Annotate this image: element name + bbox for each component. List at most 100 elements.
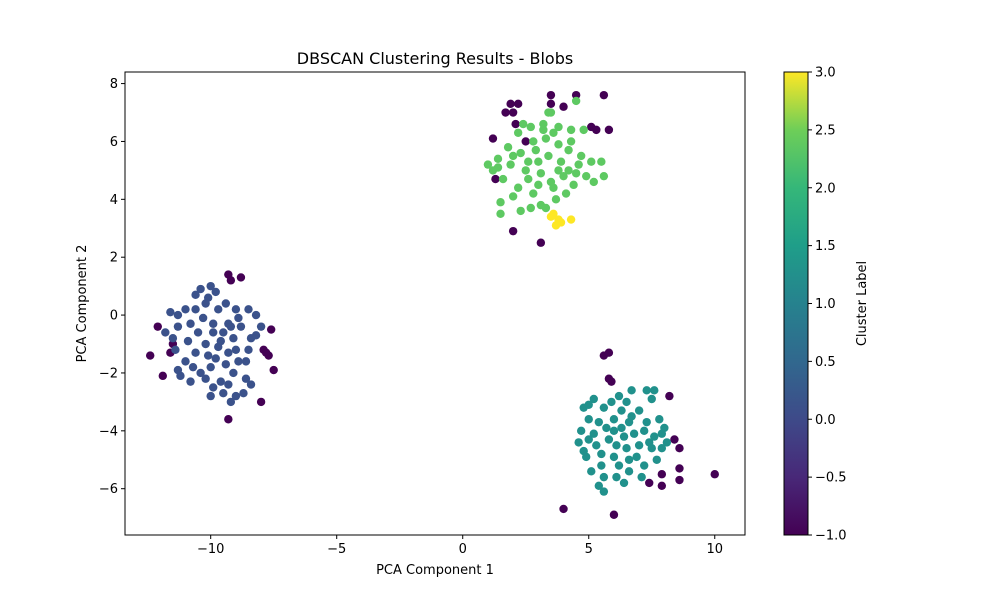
data-point: [266, 325, 276, 334]
data-point: [650, 432, 659, 441]
data-point: [602, 423, 611, 433]
data-point: [619, 478, 629, 488]
data-point: [498, 174, 508, 184]
data-point: [203, 351, 213, 360]
data-point: [589, 429, 598, 438]
data-point: [201, 374, 210, 383]
data-point: [629, 429, 639, 438]
data-point: [536, 169, 546, 178]
data-point: [483, 160, 493, 169]
data-point: [166, 307, 175, 317]
data-point: [226, 322, 236, 331]
data-point: [589, 177, 598, 187]
data-point: [221, 360, 231, 369]
data-point: [241, 374, 251, 383]
data-point: [506, 99, 515, 109]
data-point: [539, 125, 548, 135]
data-point: [513, 183, 523, 192]
data-point: [541, 134, 551, 143]
data-point: [639, 426, 649, 436]
data-point: [587, 467, 596, 476]
data-point: [652, 455, 661, 464]
data-point: [256, 322, 266, 331]
y-tick-label: −4: [99, 424, 118, 439]
data-point: [231, 305, 241, 314]
data-point: [634, 441, 644, 450]
data-point: [622, 443, 631, 453]
data-point: [531, 145, 541, 155]
data-point: [587, 157, 596, 166]
data-point: [236, 273, 246, 282]
data-point: [607, 377, 616, 386]
data-point: [566, 125, 576, 135]
data-point: [597, 449, 606, 459]
data-point: [544, 108, 553, 117]
data-point: [546, 90, 556, 100]
y-tick-label: 6: [110, 135, 118, 150]
data-point: [604, 435, 614, 444]
data-point: [488, 166, 498, 175]
data-point: [239, 389, 248, 398]
data-point: [556, 218, 566, 227]
data-point: [566, 215, 576, 224]
data-point: [516, 206, 525, 216]
colorbar-tick-label: −0.5: [815, 471, 847, 486]
data-point: [622, 397, 631, 407]
data-point: [508, 226, 518, 236]
data-point: [491, 174, 500, 184]
data-point: [234, 313, 243, 323]
data-point: [569, 180, 578, 190]
data-point: [234, 357, 243, 366]
data-point: [186, 377, 195, 386]
data-point: [599, 472, 609, 482]
data-point: [650, 386, 659, 395]
data-point: [571, 90, 581, 100]
data-point: [493, 154, 503, 164]
data-point: [503, 143, 513, 152]
data-point: [158, 371, 168, 381]
data-point: [559, 504, 568, 514]
data-point: [534, 157, 543, 166]
y-tick-label: 0: [110, 309, 118, 324]
data-point: [607, 397, 616, 407]
data-point: [624, 455, 634, 464]
data-point: [196, 368, 205, 378]
data-point: [183, 336, 193, 346]
data-point: [261, 348, 271, 357]
data-point: [597, 461, 606, 470]
data-point: [186, 319, 195, 328]
colorbar-tick-label: 2.5: [815, 123, 836, 138]
data-point: [519, 119, 528, 129]
data-point: [546, 212, 556, 221]
data-point: [211, 354, 220, 363]
data-point: [214, 305, 223, 314]
data-point: [236, 322, 246, 331]
data-point: [176, 371, 185, 381]
colorbar-tick-label: −1.0: [815, 529, 847, 544]
x-axis-label: PCA Component 1: [376, 563, 494, 578]
data-point: [153, 322, 162, 331]
data-point: [564, 145, 573, 155]
data-point: [513, 99, 523, 109]
data-point: [614, 391, 624, 401]
colorbar-label: Cluster Label: [855, 261, 870, 346]
data-point: [614, 461, 624, 470]
data-point: [256, 397, 266, 407]
colorbar-tick-label: 3.0: [815, 66, 836, 81]
data-point: [546, 99, 556, 109]
data-point: [529, 189, 538, 198]
x-tick-label: −10: [197, 542, 224, 557]
data-point: [206, 391, 215, 401]
scatter-points: [146, 90, 719, 519]
data-point: [559, 102, 568, 111]
data-point: [634, 406, 644, 415]
data-point: [612, 472, 621, 482]
data-point: [554, 122, 563, 132]
data-point: [201, 339, 210, 349]
data-point: [191, 290, 200, 300]
x-tick-label: 5: [585, 542, 593, 557]
data-point: [566, 137, 576, 146]
data-point: [589, 394, 598, 404]
